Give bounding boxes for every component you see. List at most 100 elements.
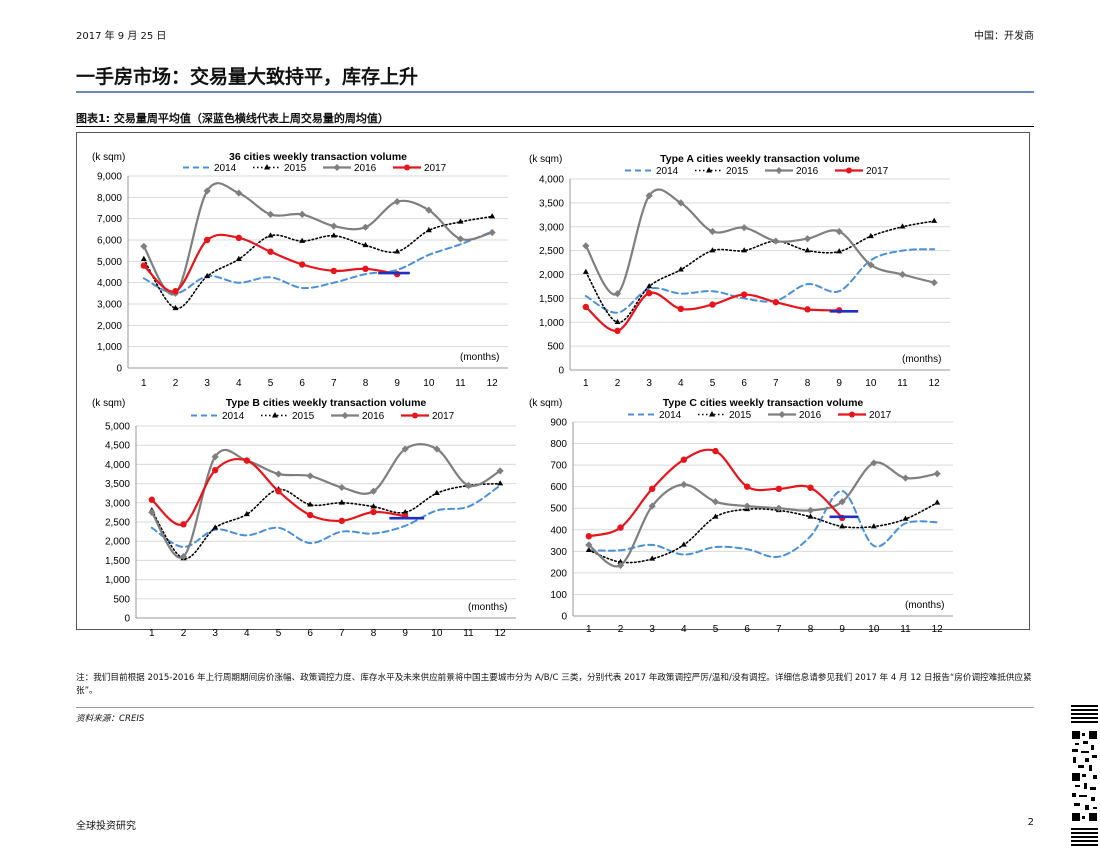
y-tick-label: 400 — [550, 525, 567, 536]
series-line-2015 — [151, 482, 501, 560]
data-point-2017 — [680, 456, 688, 463]
data-point-2016 — [235, 189, 243, 197]
x-tick-label: 4 — [236, 378, 242, 389]
data-point-2017 — [148, 496, 156, 503]
y-tick-label: 600 — [550, 482, 567, 493]
y-tick-label: 1,000 — [97, 342, 122, 353]
data-point-2016 — [401, 445, 409, 453]
data-point-2017 — [617, 524, 624, 531]
data-point-2016 — [338, 483, 346, 492]
data-point-2015 — [680, 541, 687, 547]
legend-marker — [849, 411, 855, 418]
data-point-2017 — [235, 234, 243, 242]
x-tick-label: 7 — [776, 624, 782, 635]
legend-label: 2015 — [729, 410, 752, 421]
x-tick-label: 7 — [773, 378, 779, 389]
data-point-2017 — [362, 265, 369, 272]
figure-note: 注：我们目前根据 2015-2016 年上行周期期间房价涨幅、政策调控力度、库存… — [76, 673, 1032, 696]
data-point-2017 — [211, 466, 219, 474]
series-line-2015 — [143, 215, 493, 310]
data-point-2017 — [275, 488, 282, 495]
y-tick-label: 300 — [550, 547, 567, 558]
data-point-2017 — [614, 327, 621, 335]
y-tick-label: 500 — [550, 504, 567, 515]
x-tick-label: 1 — [583, 378, 589, 389]
series-line-2016 — [587, 461, 939, 568]
x-tick-label: 8 — [371, 628, 377, 638]
y-tick-label: 4,000 — [105, 460, 130, 471]
series-line-2017 — [587, 448, 844, 538]
data-point-2017 — [370, 508, 377, 516]
data-point-2016 — [711, 498, 720, 506]
data-point-2015 — [235, 255, 242, 261]
data-point-2015 — [934, 499, 941, 505]
data-point-2017 — [306, 511, 314, 519]
chart-title: Type C cities weekly transaction volume — [663, 397, 864, 409]
x-tick-label: 6 — [744, 624, 750, 635]
y-tick-label: 2,500 — [539, 246, 564, 257]
data-point-2015 — [402, 509, 409, 515]
data-point-2016 — [775, 504, 783, 512]
y-tick-label: 3,000 — [97, 300, 122, 311]
y-tick-label: 9,000 — [97, 172, 122, 183]
data-point-2017 — [677, 305, 685, 313]
qr-code — [1069, 703, 1100, 850]
data-point-2015 — [870, 523, 877, 529]
data-point-2016 — [203, 187, 211, 195]
data-point-2017 — [772, 298, 780, 306]
x-tick-label: 4 — [244, 628, 250, 638]
y-tick-label: 2,000 — [97, 321, 122, 332]
data-point-2017 — [180, 521, 187, 528]
data-point-2016 — [393, 198, 401, 206]
x-axis-label: (months) — [902, 354, 941, 365]
data-point-2015 — [172, 304, 179, 311]
data-point-2017 — [243, 457, 251, 464]
x-tick-label: 9 — [402, 628, 408, 638]
data-point-2017 — [645, 289, 653, 297]
x-tick-label: 10 — [423, 378, 435, 389]
data-point-2015 — [489, 213, 496, 219]
data-point-2015 — [267, 232, 274, 238]
data-point-2016 — [901, 474, 910, 482]
data-point-2015 — [646, 283, 653, 289]
y-axis-label: (k sqm) — [529, 398, 562, 409]
data-point-2015 — [330, 232, 337, 238]
data-point-2016 — [488, 228, 496, 237]
x-tick-label: 4 — [681, 624, 687, 635]
series-line-2014 — [142, 230, 494, 295]
data-point-2016 — [772, 237, 780, 245]
legend-label: 2016 — [799, 410, 822, 421]
data-point-2017 — [338, 517, 346, 525]
data-point-2015 — [741, 247, 748, 253]
y-tick-label: 2,000 — [105, 537, 130, 548]
x-tick-label: 6 — [299, 378, 305, 389]
series-line-2016 — [584, 188, 936, 296]
data-point-2017 — [807, 484, 814, 491]
y-tick-label: 4,000 — [97, 278, 122, 289]
y-tick-label: 1,000 — [539, 318, 564, 329]
data-point-2017 — [712, 447, 719, 455]
x-axis-label: (months) — [468, 602, 507, 613]
data-point-2017 — [740, 291, 748, 298]
legend-label: 2017 — [424, 163, 447, 174]
data-point-2017 — [172, 288, 179, 295]
y-tick-label: 100 — [550, 590, 567, 601]
y-tick-label: 700 — [550, 461, 567, 472]
data-point-2016 — [708, 227, 717, 236]
y-tick-label: 3,500 — [105, 479, 130, 490]
y-tick-label: 2,000 — [539, 270, 564, 281]
data-point-2016 — [330, 222, 338, 230]
x-tick-label: 10 — [431, 628, 443, 638]
x-tick-label: 11 — [455, 378, 466, 389]
legend-label: 2016 — [362, 411, 385, 422]
data-point-2016 — [274, 470, 283, 478]
data-point-2015 — [299, 237, 306, 243]
x-tick-label: 11 — [463, 628, 474, 638]
y-tick-label: 1,000 — [105, 575, 130, 586]
x-tick-label: 10 — [865, 378, 877, 389]
x-tick-label: 7 — [339, 628, 345, 638]
y-tick-label: 5,000 — [105, 422, 130, 433]
legend-marker — [709, 411, 715, 417]
x-tick-label: 8 — [808, 624, 814, 635]
data-point-2016 — [680, 480, 688, 489]
